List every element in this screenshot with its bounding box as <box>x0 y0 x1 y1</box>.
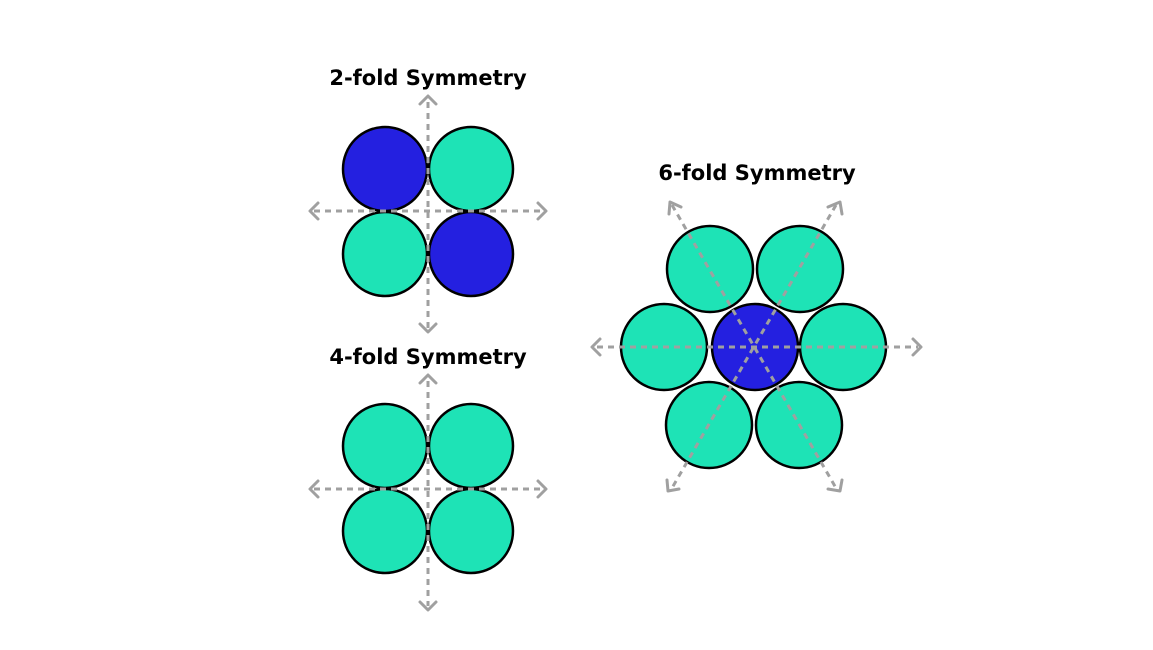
arrowhead-right-six-fold <box>911 337 923 357</box>
arrowhead-left-six-fold <box>590 337 602 357</box>
circle-four-fold-top-right <box>427 402 515 490</box>
panel-four-fold: 4-fold Symmetry <box>308 345 548 612</box>
arrowhead-right-four-fold <box>536 479 548 499</box>
circle-two-fold-top-right <box>427 125 515 213</box>
axes-two-fold <box>308 94 548 334</box>
title-two-fold: 2-fold Symmetry <box>329 66 527 90</box>
arrowhead-down-four-fold <box>418 600 438 612</box>
axes-four-fold <box>308 373 548 612</box>
circle-four-fold-bottom-right <box>427 487 515 575</box>
arrowhead-down-two-fold <box>418 322 438 334</box>
arrowhead-lower-left-six-fold <box>665 478 681 493</box>
arrowhead-lower-right-six-fold <box>826 478 844 493</box>
axes-six-fold <box>590 200 923 493</box>
circle-group-four-fold <box>341 402 515 575</box>
arrowhead-right-two-fold <box>536 201 548 221</box>
panel-two-fold: 2-fold Symmetry <box>308 66 548 334</box>
circle-two-fold-bottom-right <box>427 210 515 298</box>
arrowhead-upper-left-six-fold <box>667 200 683 216</box>
title-four-fold: 4-fold Symmetry <box>329 345 527 369</box>
arrowhead-left-two-fold <box>308 201 320 221</box>
circle-four-fold-bottom-left <box>341 487 429 575</box>
circle-two-fold-top-left <box>341 125 429 213</box>
arrowhead-up-four-fold <box>418 373 438 385</box>
circle-four-fold-top-left <box>341 402 429 490</box>
circle-six-fold-upper-right <box>755 224 845 314</box>
arrowhead-upper-right-six-fold <box>826 200 844 216</box>
circle-group-two-fold <box>341 125 515 298</box>
circle-six-fold-upper-left <box>665 224 755 314</box>
circle-two-fold-bottom-left <box>341 210 429 298</box>
panel-six-fold: 6-fold Symmetry <box>590 161 923 493</box>
arrowhead-left-four-fold <box>308 479 320 499</box>
title-six-fold: 6-fold Symmetry <box>658 161 856 185</box>
arrowhead-up-two-fold <box>418 94 438 106</box>
